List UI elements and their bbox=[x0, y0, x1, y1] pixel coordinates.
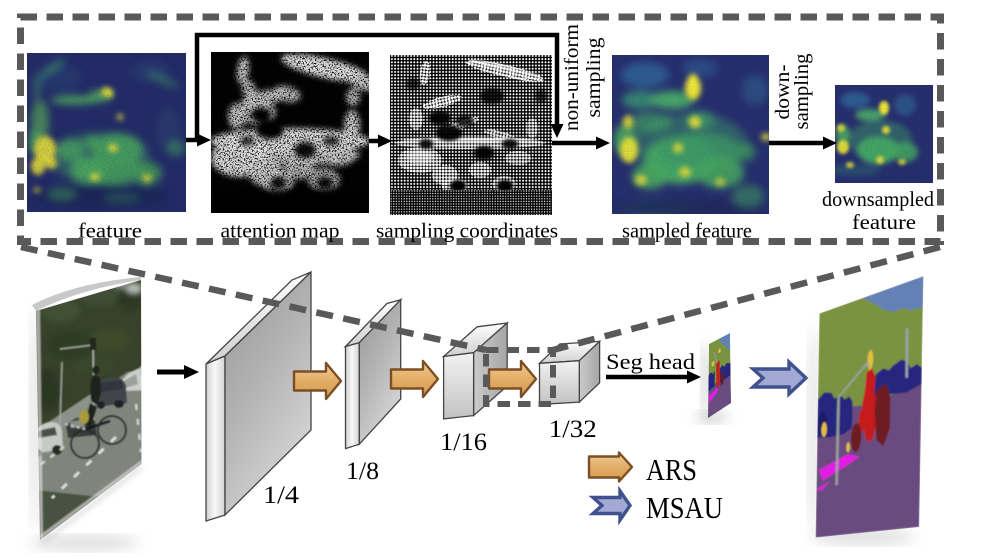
svg-text:sampling coordinates: sampling coordinates bbox=[376, 219, 558, 243]
svg-text:ARS: ARS bbox=[646, 452, 697, 487]
svg-text:MSAU: MSAU bbox=[646, 490, 723, 525]
svg-text:downsampled: downsampled bbox=[822, 187, 934, 211]
svg-text:1/32: 1/32 bbox=[549, 416, 597, 443]
svg-text:Seg head: Seg head bbox=[606, 349, 695, 374]
svg-text:sampling: sampling bbox=[584, 37, 605, 117]
svg-text:sampling: sampling bbox=[792, 53, 813, 129]
svg-text:1/4: 1/4 bbox=[263, 482, 300, 509]
svg-text:1/8: 1/8 bbox=[346, 458, 379, 485]
svg-text:1/16: 1/16 bbox=[440, 429, 487, 456]
svg-text:feature: feature bbox=[78, 219, 142, 243]
svg-text:down-: down- bbox=[773, 65, 794, 120]
svg-text:sampled feature: sampled feature bbox=[622, 219, 752, 243]
svg-text:attention map: attention map bbox=[221, 219, 340, 243]
svg-text:feature: feature bbox=[852, 210, 916, 234]
svg-text:non-uniform: non-uniform bbox=[562, 24, 583, 131]
